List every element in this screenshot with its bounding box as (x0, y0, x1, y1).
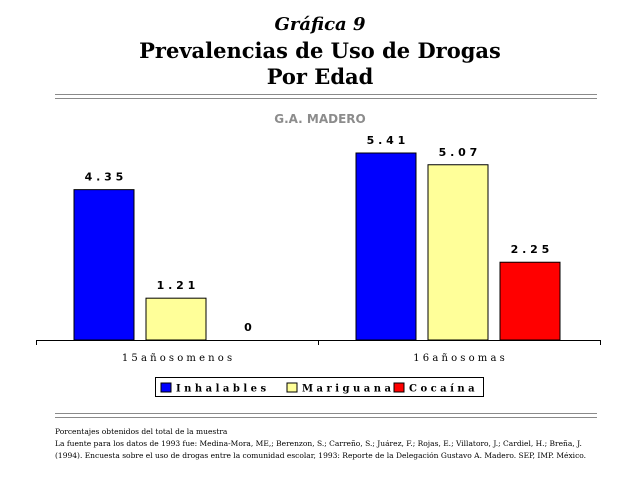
footnote-line-2: La fuente para los datos de 1993 fue: Me… (55, 439, 582, 448)
category-label-1: 1 6 a ñ o s o m a s (413, 353, 504, 364)
bar-2-1 (499, 261, 561, 341)
top-divider (55, 94, 597, 99)
bar-1-1 (427, 164, 489, 341)
bar-1-0 (145, 297, 207, 341)
bar-chart: G.A. MADERO 4 . 3 5 5 . 4 1 1 . 2 1 5 . 0 7 0… (36, 112, 601, 397)
page-title: Prevalencias de Uso de Drogas Por Edad (0, 38, 640, 90)
data-label-0-0: 4 . 3 5 (85, 171, 124, 184)
data-label-1-0: 1 . 2 1 (157, 279, 196, 292)
chart-title: G.A. MADERO (274, 112, 365, 126)
bar-0-0 (73, 189, 135, 341)
category-label-0: 1 5 a ñ o s o m e n o s (122, 353, 232, 364)
legend-swatch-1 (286, 382, 298, 393)
legend-swatch-2 (393, 382, 405, 393)
title-line-2: Por Edad (266, 64, 374, 89)
footnote-line-3: (1994). Encuesta sobre el uso de drogas … (55, 451, 587, 460)
legend-label-2: C o c a í n a (409, 384, 475, 395)
data-label-0-1: 5 . 4 1 (367, 134, 406, 147)
data-label-1-1: 5 . 0 7 (439, 146, 478, 159)
graph-number: Gráfica 9 (274, 14, 366, 35)
bar-0-1 (355, 152, 417, 341)
legend-swatch-0 (160, 382, 172, 393)
footnote-line-1: Porcentajes obtenidos del total de la mu… (55, 427, 228, 436)
legend-label-1: M a r i g u a n a (302, 384, 391, 395)
data-label-2-1: 2 . 2 5 (511, 243, 550, 256)
title-line-1: Prevalencias de Uso de Drogas (139, 38, 501, 63)
footnote: Porcentajes obtenidos del total de la mu… (55, 426, 600, 462)
legend-label-0: I n h a l a b l e s (176, 384, 266, 395)
data-label-2-0: 0 (244, 321, 252, 334)
bottom-divider (55, 413, 597, 418)
